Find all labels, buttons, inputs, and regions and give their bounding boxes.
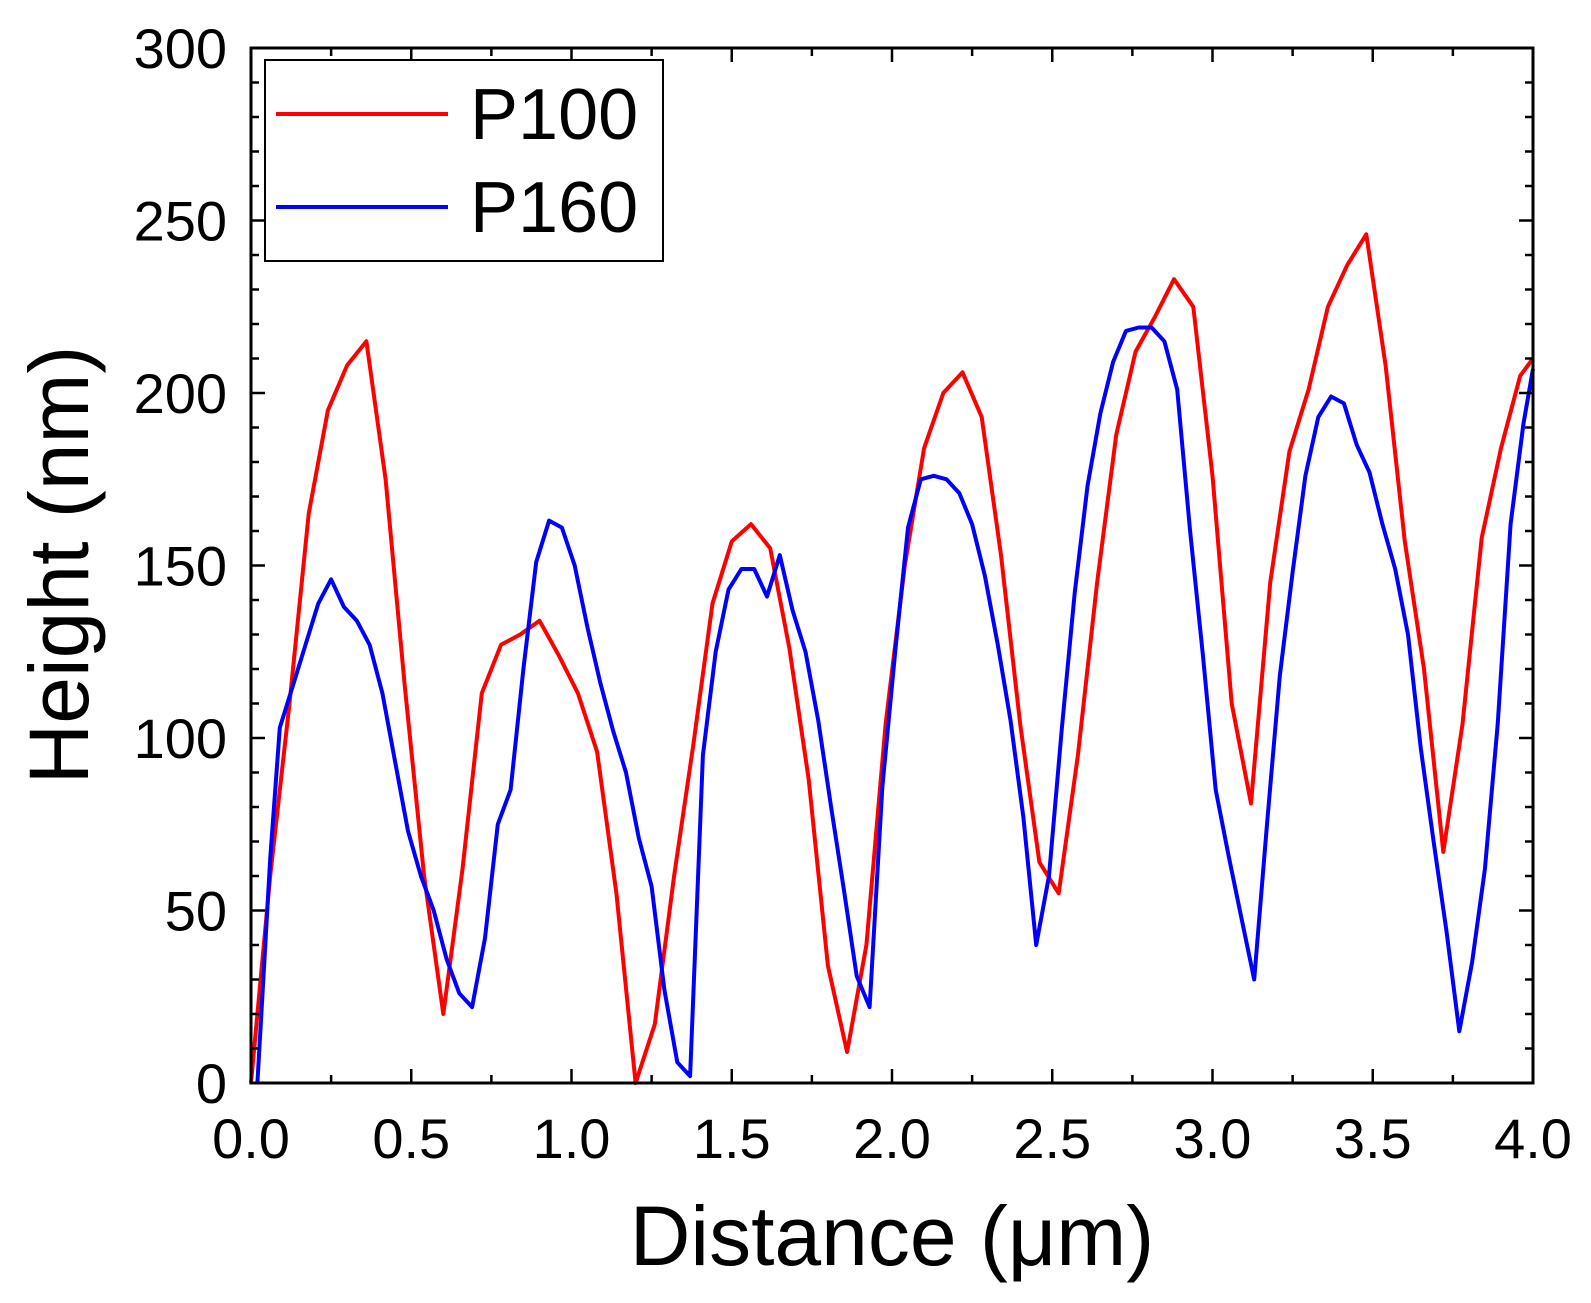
legend: P100 P160 (264, 59, 664, 262)
x-tick-label: 3.5 (1334, 1107, 1412, 1170)
y-axis-title: Height (nm) (12, 346, 106, 785)
x-tick-label: 0.5 (372, 1107, 450, 1170)
x-tick-label: 1.0 (533, 1107, 611, 1170)
x-axis-ticks: 0.0 0.5 1.0 1.5 2.0 2.5 3.0 3.5 4.0 (212, 48, 1572, 1170)
y-tick-label: 0 (196, 1052, 227, 1115)
y-axis-ticks: 0 50 100 150 200 250 300 (134, 17, 1533, 1115)
legend-box (264, 59, 664, 262)
x-tick-label: 3.0 (1174, 1107, 1252, 1170)
y-tick-label: 100 (134, 707, 227, 770)
y-tick-label: 150 (134, 535, 227, 598)
series-group (249, 232, 1535, 1085)
series-line-p160 (255, 325, 1535, 1084)
x-tick-label: 2.5 (1013, 1107, 1091, 1170)
legend-label-p100: P100 (470, 75, 638, 155)
x-tick-label: 4.0 (1494, 1107, 1572, 1170)
y-tick-label: 200 (134, 362, 227, 425)
x-axis-title: Distance (μm) (630, 1189, 1154, 1283)
y-tick-label: 50 (165, 880, 227, 943)
x-tick-label: 1.5 (693, 1107, 771, 1170)
x-tick-label: 0.0 (212, 1107, 290, 1170)
y-tick-label: 300 (134, 17, 227, 80)
legend-label-p160: P160 (470, 168, 638, 248)
y-tick-label: 250 (134, 190, 227, 253)
x-tick-label: 2.0 (853, 1107, 931, 1170)
